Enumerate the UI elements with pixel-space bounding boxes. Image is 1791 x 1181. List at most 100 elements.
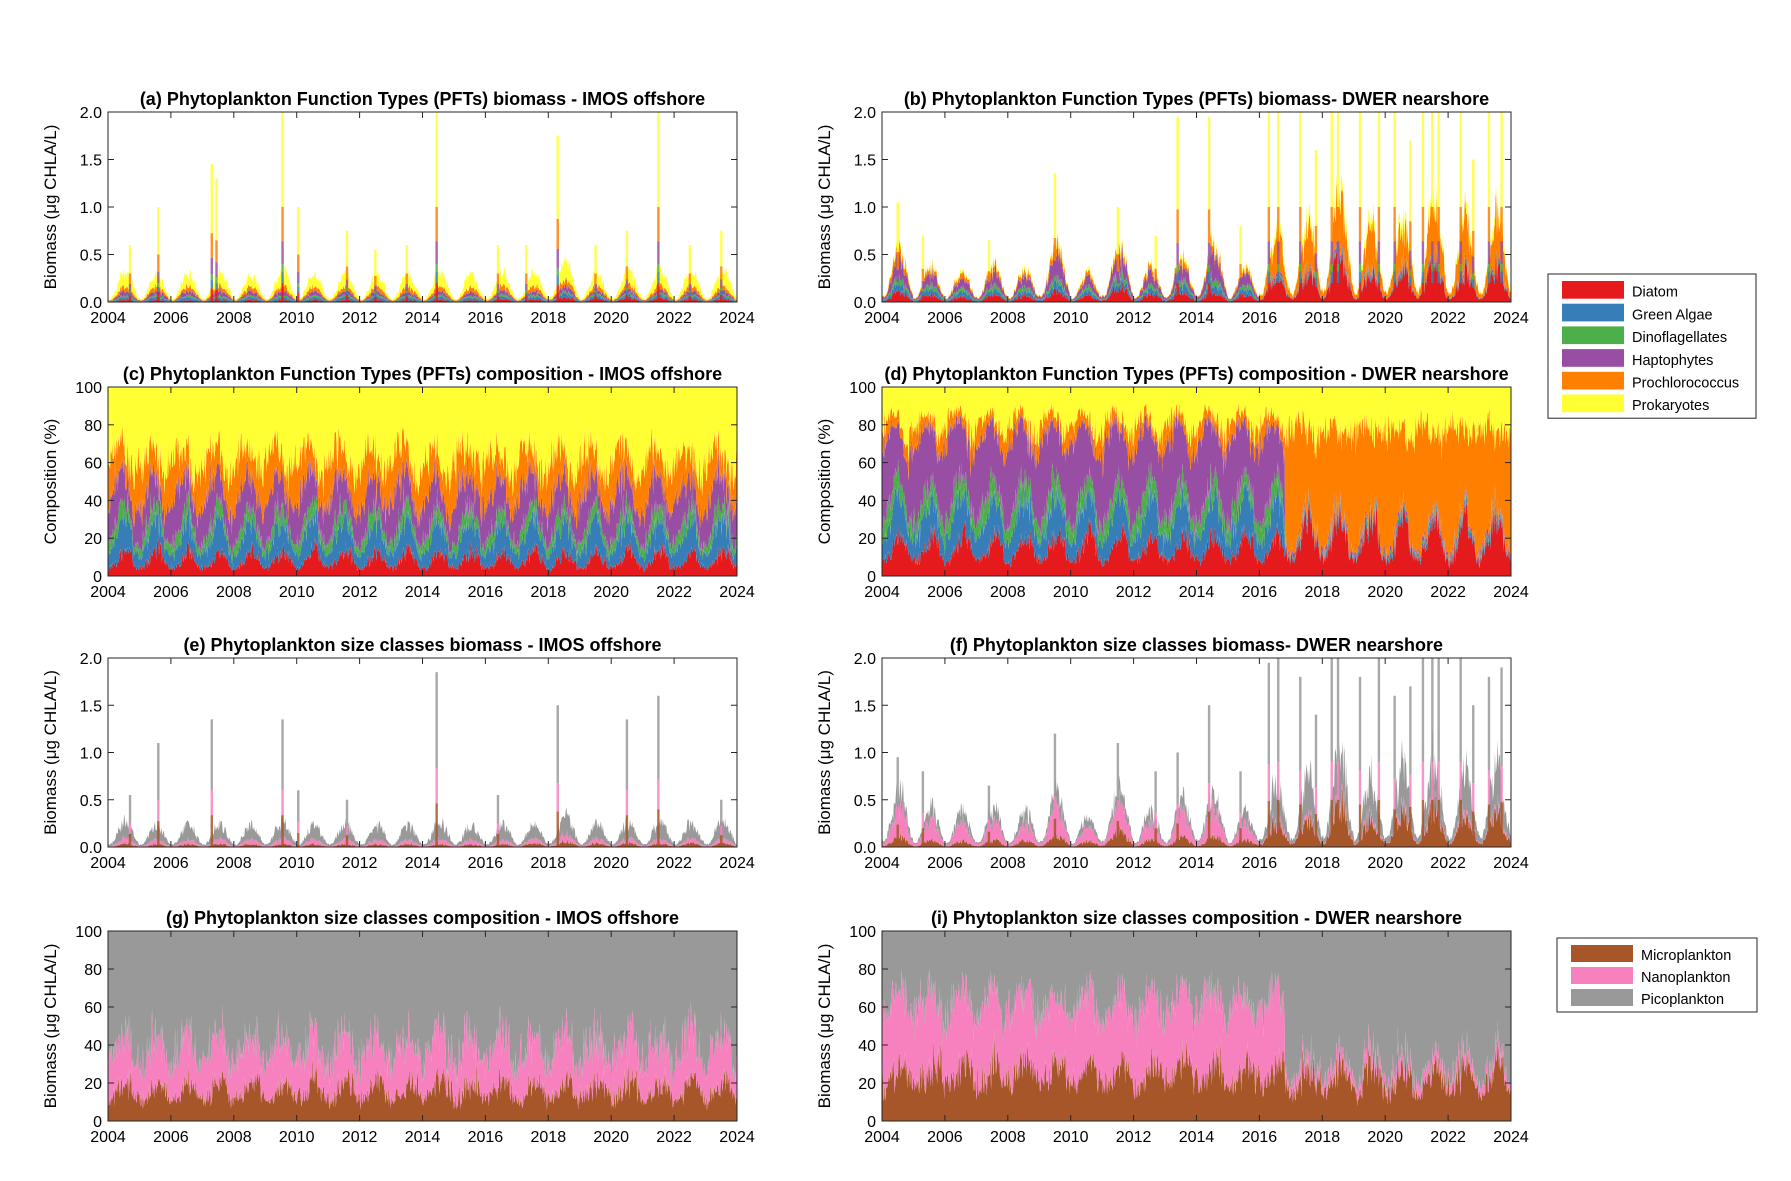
series-prochlorococcus-b (882, 180, 1511, 300)
spike-a-17-3 (720, 279, 723, 288)
series-green-algae-d (882, 475, 1511, 569)
spike-a-13-3 (594, 283, 597, 291)
x-tick-label-g-5: 2014 (405, 1129, 441, 1146)
x-tick-label-a-5: 2014 (405, 310, 441, 327)
y-tick-label-g-5: 100 (75, 924, 102, 941)
y-tick-label-a-4: 2.0 (80, 105, 102, 122)
spike-a-11-4 (525, 273, 528, 284)
x-tick-label-e-1: 2006 (153, 855, 189, 872)
spike-b-24-2 (1487, 264, 1491, 272)
spike-b-8-2 (1239, 286, 1242, 290)
spike-b-1-5 (921, 235, 925, 269)
spike-f-15-0 (1358, 804, 1362, 847)
x-tick-label-a-2: 2008 (216, 310, 252, 327)
spike-e-10-1 (657, 778, 660, 810)
x-tick-label-e-10: 2024 (719, 855, 755, 872)
spike-b-11-0 (1299, 283, 1302, 302)
spike-b-5-5 (1154, 235, 1157, 269)
spike-b-15-2 (1358, 264, 1362, 272)
legend-pft-label-5: Prokaryotes (1632, 398, 1709, 414)
y-tick-label-g-0: 0 (93, 1114, 102, 1131)
spike-f-5-1 (1154, 812, 1157, 829)
spike-b-9-2 (1267, 264, 1271, 272)
x-tick-label-f-6: 2016 (1242, 855, 1278, 872)
spike-a-2-0 (210, 288, 213, 302)
y-tick-label-a-1: 0.5 (80, 248, 102, 265)
plot-area-f (882, 658, 1511, 847)
spike-a-5-5 (297, 207, 300, 255)
spike-f-9-2 (1267, 662, 1271, 765)
x-tick-label-b-3: 2010 (1053, 310, 1089, 327)
spike-b-14-1 (1336, 271, 1340, 283)
spike-b-24-4 (1487, 207, 1491, 242)
spike-b-0-5 (896, 202, 899, 253)
spike-b-2-5 (987, 240, 991, 272)
spike-b-4-3 (1116, 271, 1120, 283)
spike-e-2-2 (210, 719, 213, 790)
spike-a-9-5 (435, 112, 438, 207)
series-microplankton-g (108, 1055, 737, 1121)
y-tick-label-b-0: 0.0 (854, 295, 876, 312)
spike-b-6-2 (1176, 264, 1179, 273)
spike-b-24-1 (1487, 271, 1491, 283)
panel-title-a: (a) Phytoplankton Function Types (PFTs) … (140, 89, 705, 109)
panel-g: 2004 2006 2008 2010 2012 2014 2016 2018 2020 2022… (41, 908, 755, 1146)
spike-e-10-2 (657, 695, 660, 779)
spike-b-9-5 (1267, 112, 1271, 207)
spike-b-24-3 (1487, 241, 1491, 264)
spike-b-17-2 (1393, 264, 1396, 272)
legend-size-swatch-2 (1571, 989, 1633, 1006)
spike-a-0-0 (128, 296, 132, 302)
panel-title-b: (b) Phytoplankton Function Types (PFTs) … (904, 89, 1489, 109)
spike-b-3-3 (1053, 260, 1057, 277)
panel-c: 2004 2006 2008 2010 2012 2014 2016 2018 2020 2022… (41, 364, 755, 601)
spike-b-10-3 (1277, 241, 1280, 264)
panel-title-f: (f) Phytoplankton size classes biomass- … (950, 635, 1443, 655)
spike-a-0-3 (128, 283, 132, 291)
spike-e-9-0 (625, 815, 629, 847)
y-tick-label-d-5: 100 (849, 380, 876, 397)
legend-size-swatch-1 (1571, 967, 1633, 984)
spike-b-13-0 (1330, 283, 1333, 302)
spike-b-19-1 (1421, 271, 1425, 283)
spike-f-1-2 (921, 771, 925, 813)
spike-b-23-4 (1472, 230, 1475, 257)
spike-a-13-1 (594, 292, 597, 297)
x-tick-label-c-1: 2006 (153, 584, 189, 601)
spike-b-14-3 (1336, 241, 1340, 264)
y-axis-label-c: Composition (%) (41, 419, 60, 545)
spike-f-11-2 (1299, 676, 1302, 771)
y-tick-label-c-2: 40 (84, 493, 102, 510)
spike-f-3-0 (1053, 818, 1057, 847)
x-tick-label-g-0: 2004 (90, 1129, 126, 1146)
spike-a-11-3 (525, 283, 528, 291)
spike-f-6-2 (1176, 752, 1179, 805)
x-tick-label-f-5: 2014 (1179, 855, 1215, 872)
panel-d: 2004 2006 2008 2010 2012 2014 2016 2018 2020 2022… (815, 364, 1529, 601)
x-tick-label-d-8: 2020 (1367, 584, 1403, 601)
y-tick-label-b-2: 1.0 (854, 200, 876, 217)
y-tick-label-i-0: 0 (867, 1114, 876, 1131)
spike-b-0-0 (896, 292, 899, 302)
x-tick-label-i-1: 2006 (927, 1129, 963, 1146)
spike-a-4-1 (281, 271, 284, 283)
spike-a-4-0 (281, 283, 284, 302)
spike-a-14-2 (625, 287, 629, 291)
series-green-algae-c (108, 501, 737, 572)
spike-b-16-0 (1377, 283, 1381, 302)
spike-b-18-1 (1409, 276, 1412, 286)
spike-b-6-1 (1176, 272, 1179, 284)
spike-e-2-0 (210, 815, 213, 847)
spike-b-25-0 (1500, 283, 1503, 302)
y-tick-label-f-2: 1.0 (854, 746, 876, 763)
x-tick-label-a-1: 2006 (153, 310, 189, 327)
spike-b-13-5 (1330, 112, 1333, 207)
spike-b-15-4 (1358, 207, 1362, 242)
spike-b-10-0 (1277, 283, 1280, 302)
legend-pft: Diatom Green Algae Dinoflagellates Haptophy… (1547, 273, 1757, 419)
spike-b-20-3 (1431, 241, 1434, 264)
spike-b-12-3 (1314, 253, 1318, 272)
spike-f-19-2 (1421, 658, 1425, 762)
spike-f-8-0 (1239, 828, 1242, 847)
x-tick-label-f-2: 2008 (990, 855, 1026, 872)
